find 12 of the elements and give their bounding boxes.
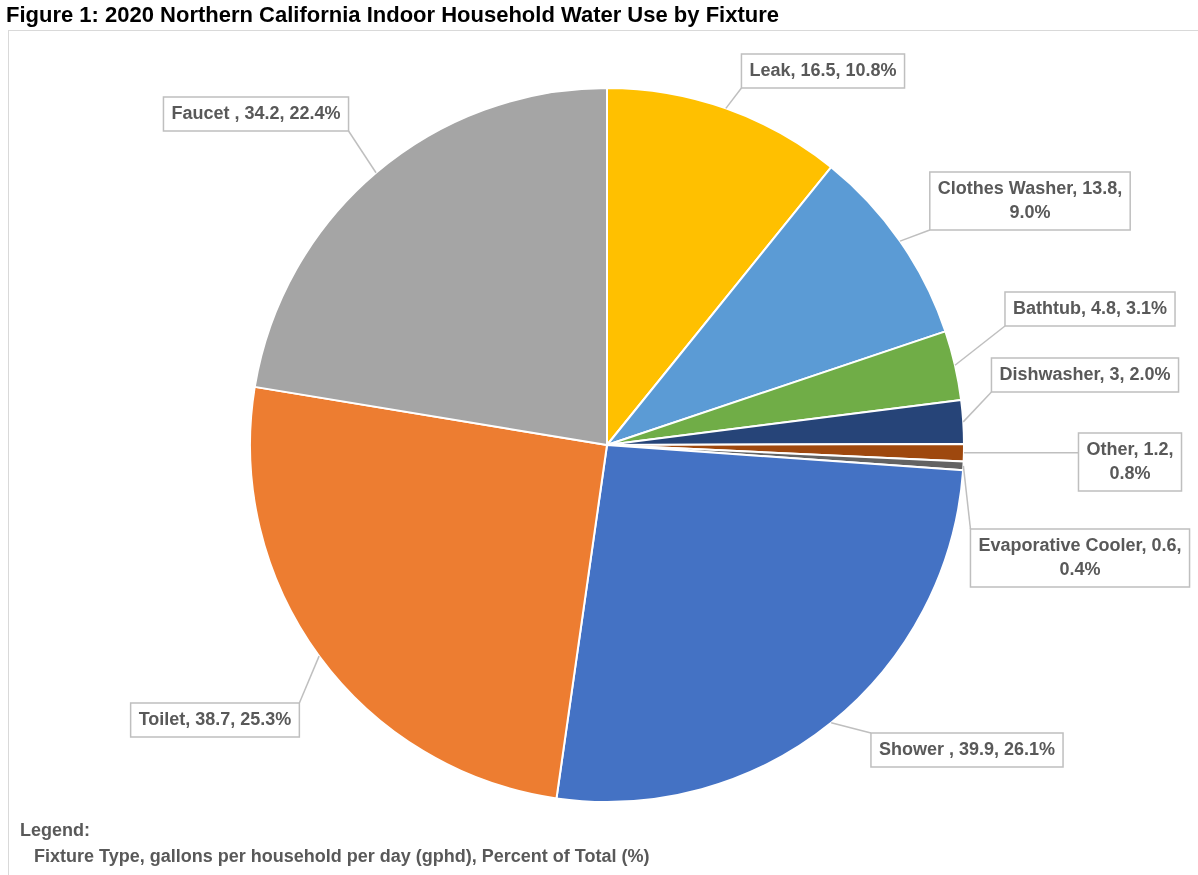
slice-label: Shower , 39.9, 26.1% <box>878 738 1056 759</box>
slice-label: Leak, 16.5, 10.8% <box>749 59 897 80</box>
slice-label: Dishwasher, 3, 2.0% <box>999 363 1171 384</box>
slice-label: Other, 1.2, 0.8% <box>1086 438 1174 483</box>
slice-label: Faucet , 34.2, 22.4% <box>171 102 341 123</box>
chart-title: Figure 1: 2020 Northern California Indoor Household Water Use by Fixture <box>6 2 779 28</box>
slice-label: Bathtub, 4.8, 3.1% <box>1012 297 1168 318</box>
slice-label: Clothes Washer, 13.8, 9.0% <box>937 177 1123 222</box>
slice-label: Evaporative Cooler, 0.6, 0.4% <box>978 534 1182 579</box>
text: Legend: <box>20 820 90 841</box>
text: Fixture Type, gallons per household per day (gphd), Percent of Total (%) <box>34 846 650 867</box>
slice-label: Toilet, 38.7, 25.3% <box>138 708 292 729</box>
